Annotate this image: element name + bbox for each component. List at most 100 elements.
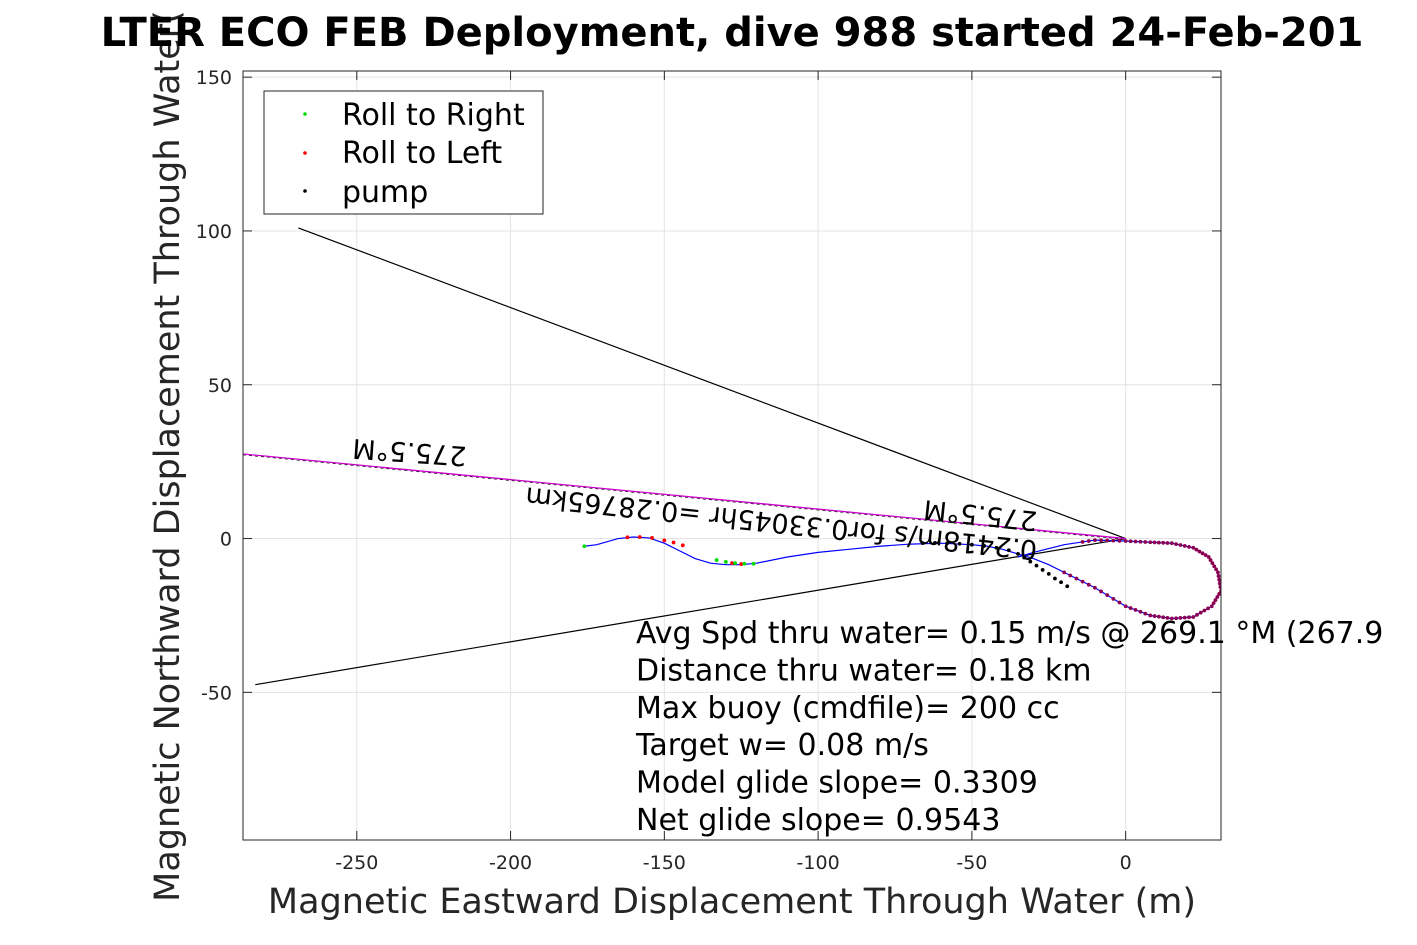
loop-marker-point <box>1156 540 1161 545</box>
stats-line: Avg Spd thru water= 0.15 m/s @ 269.1 °M … <box>636 616 1383 651</box>
y-tick-label: 0 <box>220 529 232 551</box>
cone-line <box>255 537 1126 686</box>
x-tick-label: 0 <box>1120 852 1132 874</box>
stats-line: Net glide slope= 0.9543 <box>636 803 1000 838</box>
loop-marker-point <box>1080 579 1085 584</box>
loop-marker-point <box>1152 614 1157 618</box>
loop-marker-point <box>1187 615 1191 620</box>
loop-marker-point <box>1111 538 1116 543</box>
loop-marker-point <box>1212 564 1217 569</box>
loop-marker-point <box>1123 539 1128 543</box>
loop-marker-point <box>1062 570 1067 575</box>
loop-marker-point <box>1200 551 1205 556</box>
pump-point <box>1059 580 1063 585</box>
roll-right-point <box>742 561 747 566</box>
loop-marker-point <box>1174 616 1178 621</box>
legend-marker-roll-right <box>303 112 307 116</box>
loop-marker-point <box>1218 585 1221 590</box>
loop-marker-point <box>1105 593 1110 598</box>
loop-marker-point <box>1195 612 1199 617</box>
reference-lines <box>243 227 1126 686</box>
loop-marker-point <box>1165 541 1170 545</box>
heading-line <box>243 453 1126 540</box>
loop-marker-point <box>1169 616 1174 621</box>
loop-marker-point <box>1128 539 1133 544</box>
loop-marker-point <box>1099 589 1103 594</box>
loop-marker-point <box>1206 606 1210 611</box>
grid-lines <box>243 71 1221 840</box>
pump-point <box>1028 559 1033 564</box>
loop-marker-point <box>1143 611 1148 616</box>
loop-marker-point <box>1133 608 1138 612</box>
loop-marker-point <box>1191 545 1196 550</box>
loop-marker-point <box>1099 538 1103 543</box>
pump-point <box>1016 552 1020 556</box>
loop-marker-point <box>1156 614 1161 619</box>
pump-point <box>1022 555 1027 560</box>
cone-line <box>298 227 1126 540</box>
roll-left-point <box>637 535 642 539</box>
x-tick-label: -50 <box>956 852 987 874</box>
loop-marker-point <box>1138 609 1143 614</box>
stats-line: Max buoy (cmdfile)= 200 cc <box>636 691 1060 726</box>
roll-right-point <box>582 544 587 549</box>
loop-marker-point <box>1198 610 1203 615</box>
loop-marker-point <box>1093 538 1097 542</box>
loop-marker-point <box>1182 615 1187 620</box>
x-axis-label: Magnetic Eastward Displacement Through W… <box>268 882 1196 922</box>
loop-marker-point <box>1093 585 1097 590</box>
roll-right-point <box>723 560 728 564</box>
y-tick-label: 50 <box>208 375 232 397</box>
pump-point <box>1053 576 1057 581</box>
loop-marker-point <box>1191 615 1196 619</box>
legend-label-pump: pump <box>342 175 428 210</box>
loop-marker-point <box>1216 570 1220 575</box>
legend-marker-roll-left <box>303 151 307 155</box>
loop-marker-point <box>1138 539 1143 544</box>
y-tick-label: -50 <box>201 682 232 704</box>
loop-marker-point <box>1194 547 1199 552</box>
x-tick-label: -150 <box>643 852 686 874</box>
loop-marker-point <box>1080 540 1085 544</box>
loop-marker-point <box>1187 544 1191 549</box>
stats-line: Target w= 0.08 m/s <box>635 728 929 763</box>
y-tick-label: 150 <box>196 67 232 89</box>
loop-marker-point <box>1133 539 1138 544</box>
pump-point <box>1006 548 1011 553</box>
loop-marker-point <box>1074 576 1079 581</box>
loop-marker-point <box>1209 604 1214 609</box>
plot-frame <box>242 70 1222 841</box>
loop-marker-point <box>1178 616 1183 620</box>
loop-marker-point <box>1206 555 1211 559</box>
loop-marker-point <box>1217 581 1221 586</box>
loop-marker-point <box>1211 601 1216 606</box>
pump-point <box>957 541 962 546</box>
pump-point <box>982 544 987 548</box>
legend-marker-pump <box>303 189 307 193</box>
legend-label-roll-right: Roll to Right <box>342 98 525 133</box>
loop-marker-point <box>1202 608 1207 613</box>
loop-marker-point <box>1182 544 1187 548</box>
loop-marker-point <box>1152 540 1157 545</box>
loop-marker-point <box>1208 558 1213 562</box>
pump-point <box>920 541 925 546</box>
axis-ticks <box>243 71 1221 840</box>
heading-line-dashed <box>243 454 1126 540</box>
loop-marker-point <box>1161 615 1166 620</box>
roll-right-point <box>733 561 737 566</box>
legend-box <box>263 90 544 215</box>
loop-marker-point <box>1128 606 1133 610</box>
loop-marker-point <box>1105 538 1110 543</box>
loop-marker-point <box>1086 582 1091 587</box>
roll-left-point <box>650 536 654 540</box>
roll-right-point <box>714 558 719 562</box>
pump-point <box>1034 563 1039 568</box>
loop-marker-point <box>1117 600 1122 605</box>
roll-left-point <box>625 535 630 540</box>
track-markers <box>582 535 1221 621</box>
loop-marker-point <box>1203 553 1208 558</box>
roll-left-point <box>671 540 676 545</box>
loop-marker-point <box>1197 549 1202 554</box>
loop-marker-point <box>1214 567 1218 572</box>
y-axis-label: Magnetic Northward Displacement Through … <box>148 10 188 902</box>
